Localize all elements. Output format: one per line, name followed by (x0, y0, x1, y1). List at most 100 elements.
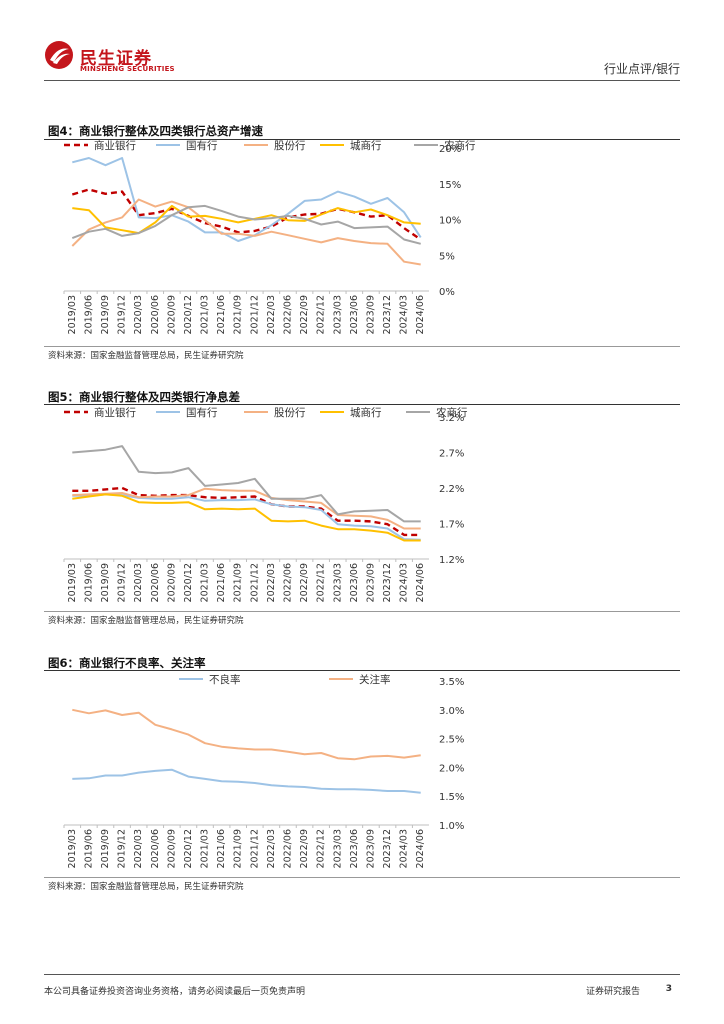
y-tick-label: 10% (439, 216, 461, 227)
x-tick-label: 2022/12 (316, 563, 327, 602)
y-tick-label: 15% (439, 180, 461, 191)
figure-5-chart: 1.2% 1.7% 2.2% 2.7% 3.2% 2019/03 2019/06 2019/0… (63, 406, 468, 602)
report-type: 行业点评/银行 (603, 62, 680, 76)
x-tick-label: 2022/03 (266, 295, 277, 334)
figure-4-bottom-rule (44, 346, 680, 347)
x-tick-label: 2019/06 (83, 829, 94, 868)
x-tick-label: 2021/12 (249, 563, 260, 602)
legend-label-0: 不良率 (209, 673, 241, 686)
x-tick-label: 2021/06 (216, 829, 227, 868)
legend-label-2: 股份行 (274, 406, 306, 419)
figure-6-source: 资料来源：国家金融监督管理总局，民生证券研究院 (48, 882, 244, 892)
x-tick-label: 2019/03 (67, 563, 78, 602)
x-tick-label: 2022/12 (316, 295, 327, 334)
figure-6-top-rule (44, 670, 680, 671)
x-tick-label: 2024/03 (399, 563, 410, 602)
minsheng-logo-icon (45, 41, 73, 69)
x-tick-label: 2023/12 (382, 563, 393, 602)
y-tick-label: 3.5% (439, 677, 464, 688)
x-tick-label: 2023/03 (332, 563, 343, 602)
y-tick-label: 20% (439, 144, 461, 155)
x-tick-label: 2022/09 (299, 563, 310, 602)
x-tick-label: 2019/03 (67, 295, 78, 334)
x-tick-label: 2020/09 (166, 295, 177, 334)
x-tick-label: 2019/09 (100, 563, 111, 602)
y-tick-label: 5% (439, 251, 455, 262)
series-line-4 (72, 445, 421, 523)
legend-label-1: 关注率 (359, 673, 391, 686)
footer-divider (44, 974, 680, 975)
x-tick-label: 2019/06 (83, 295, 94, 334)
y-tick-label: 2.7% (439, 449, 464, 460)
x-tick-label: 2022/06 (282, 563, 293, 602)
logo-text-cn: 民生证券 (80, 49, 152, 69)
x-tick-label: 2024/06 (415, 829, 426, 868)
x-tick-label: 2022/06 (282, 295, 293, 334)
y-tick-label: 1.5% (439, 792, 464, 803)
x-tick-label: 2021/03 (200, 295, 211, 334)
series-line-2 (71, 198, 421, 266)
x-tick-label: 2019/09 (100, 295, 111, 334)
x-tick-label: 2020/12 (183, 295, 194, 334)
x-tick-label: 2020/12 (183, 563, 194, 602)
legend-label-3: 城商行 (350, 406, 382, 419)
legend-label-0: 商业银行 (94, 139, 136, 152)
x-tick-label: 2022/06 (282, 829, 293, 868)
series-line-2 (72, 487, 421, 530)
x-tick-label: 2019/09 (100, 829, 111, 868)
series-line-3 (72, 204, 421, 235)
figure-4-title: 图4：商业银行整体及四类银行总资产增速 (48, 124, 263, 138)
x-tick-label: 2019/12 (117, 563, 128, 602)
x-tick-label: 2023/06 (349, 829, 360, 868)
x-tick-label: 2021/12 (249, 295, 260, 334)
x-tick-label: 2022/03 (266, 563, 277, 602)
y-tick-label: 0% (439, 287, 455, 298)
series-line-0 (72, 768, 421, 794)
y-tick-label: 2.2% (439, 484, 464, 495)
x-tick-label: 2021/03 (200, 829, 211, 868)
y-tick-label: 1.2% (439, 555, 464, 566)
figure-6-bottom-rule (44, 877, 680, 878)
x-tick-label: 2022/09 (299, 829, 310, 868)
legend-label-0: 商业银行 (94, 406, 136, 419)
x-tick-label: 2021/06 (216, 295, 227, 334)
y-tick-label: 3.0% (439, 706, 464, 717)
figure-5-source: 资料来源：国家金融监督管理总局，民生证券研究院 (48, 616, 244, 626)
series-line-0 (71, 188, 422, 241)
x-tick-label: 2019/12 (117, 829, 128, 868)
series-line-4 (71, 204, 421, 245)
x-tick-label: 2020/03 (133, 563, 144, 602)
x-tick-label: 2023/09 (365, 295, 376, 334)
y-tick-label: 2.0% (439, 763, 464, 774)
x-tick-label: 2019/03 (67, 829, 78, 868)
legend-label-4: 农商行 (436, 406, 468, 419)
legend-label-3: 城商行 (350, 139, 382, 152)
logo-text-en: MINSHENG SECURITIES (80, 65, 175, 73)
series-line-1 (72, 157, 422, 242)
figure-4-top-rule (44, 139, 680, 140)
series-line-3 (72, 493, 421, 542)
x-tick-label: 2020/09 (166, 563, 177, 602)
figure-4-source: 资料来源：国家金融监督管理总局，民生证券研究院 (48, 351, 244, 361)
x-tick-label: 2024/06 (415, 295, 426, 334)
footer-report-label: 证券研究报告 (585, 987, 640, 997)
x-tick-label: 2021/09 (233, 295, 244, 334)
x-tick-label: 2024/06 (415, 563, 426, 602)
x-tick-label: 2021/06 (216, 563, 227, 602)
x-tick-label: 2022/03 (266, 829, 277, 868)
x-tick-label: 2023/06 (349, 295, 360, 334)
figure-6-title: 图6：商业银行不良率、关注率 (48, 656, 206, 670)
x-tick-label: 2020/06 (150, 829, 161, 868)
y-tick-label: 3.2% (439, 413, 464, 424)
x-tick-label: 2021/12 (249, 829, 260, 868)
x-tick-label: 2020/03 (133, 829, 144, 868)
x-tick-label: 2020/06 (150, 563, 161, 602)
x-tick-label: 2022/12 (316, 829, 327, 868)
page-number: 3 (665, 984, 672, 994)
x-tick-label: 2020/03 (133, 295, 144, 334)
x-tick-label: 2023/09 (365, 563, 376, 602)
x-tick-label: 2021/09 (233, 563, 244, 602)
x-tick-label: 2023/06 (349, 563, 360, 602)
brand-logo: 民生证券 MINSHENG SECURITIES (44, 40, 175, 76)
figure-4-chart: 0% 5% 10% 15% 20% 2019/03 2019/06 2019/09 2019/1… (63, 139, 476, 334)
